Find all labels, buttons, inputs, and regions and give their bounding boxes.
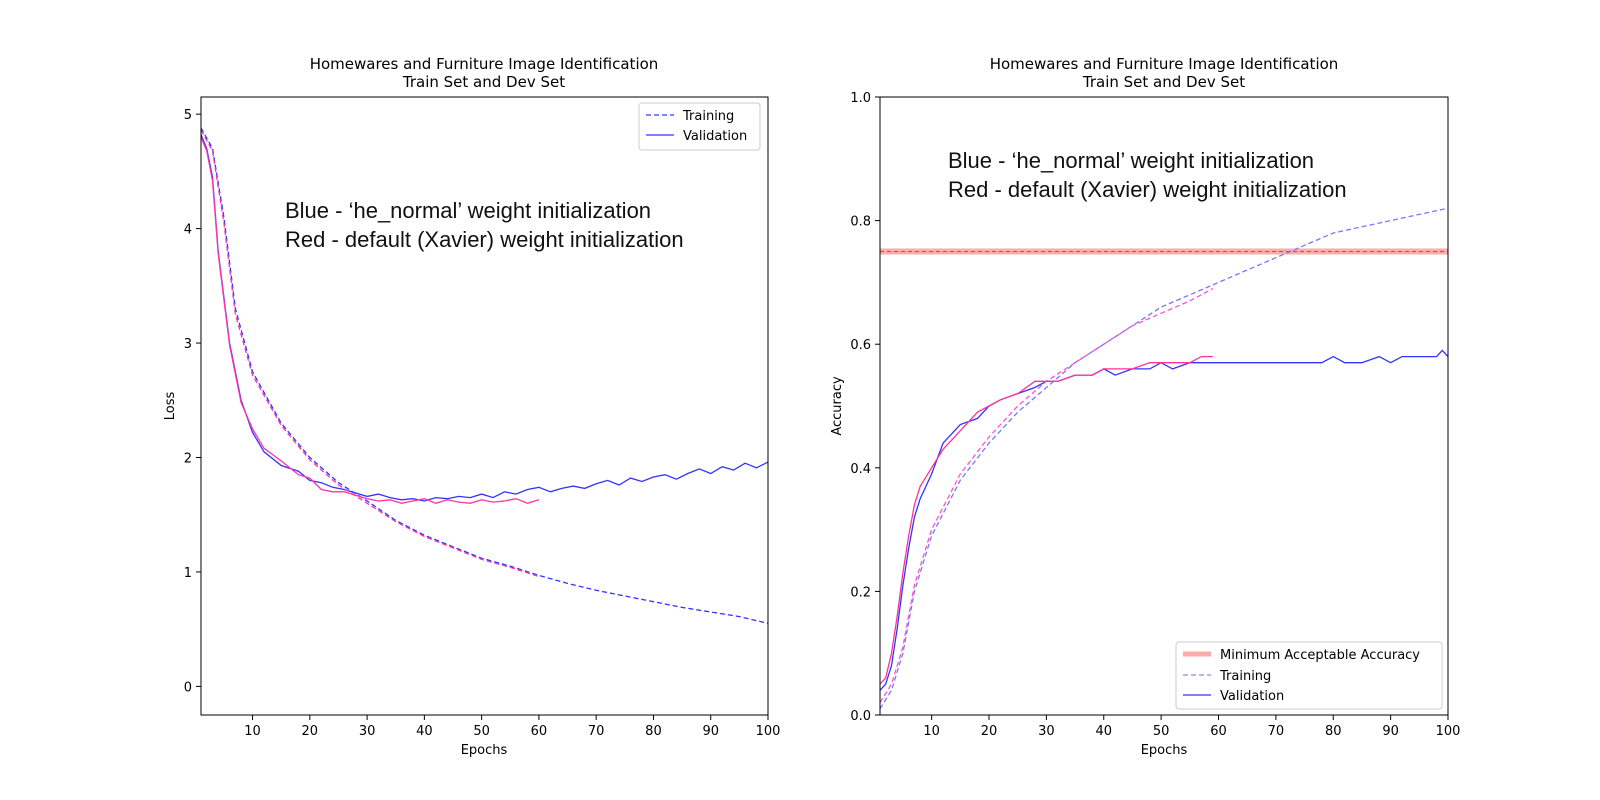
series-line-training-he-normal bbox=[879, 207, 1449, 710]
accuracy-chart: Homewares and Furniture Image Identifica… bbox=[830, 55, 1460, 758]
y-tick-label: 0.8 bbox=[850, 215, 871, 230]
accuracy-axes-frame bbox=[879, 96, 1449, 716]
y-tick-label: 1.0 bbox=[850, 91, 871, 106]
loss-legend-box bbox=[638, 102, 761, 151]
x-tick-label: 60 bbox=[1210, 724, 1227, 739]
x-tick-label: 100 bbox=[756, 724, 781, 739]
accuracy-chart-title: Homewares and Furniture Image Identifica… bbox=[990, 55, 1339, 73]
series-line-validation-he-normal bbox=[200, 134, 769, 502]
loss-legend-training-label: Training bbox=[682, 109, 734, 124]
x-tick-label: 50 bbox=[1153, 724, 1170, 739]
y-tick-label: 4 bbox=[184, 223, 192, 238]
y-tick-label: 1 bbox=[184, 566, 192, 581]
x-tick-label: 90 bbox=[702, 724, 719, 739]
accuracy-legend-validation-label: Validation bbox=[1220, 689, 1284, 704]
loss-chart-subtitle: Train Set and Dev Set bbox=[402, 73, 565, 91]
x-tick-label: 90 bbox=[1382, 724, 1399, 739]
accuracy-annotation-line-1: Blue - ‘he_normal’ weight initialization bbox=[948, 148, 1314, 173]
accuracy-legend-box bbox=[1175, 641, 1443, 710]
accuracy-x-axis-label: Epochs bbox=[1141, 743, 1188, 758]
x-tick-label: 60 bbox=[531, 724, 548, 739]
x-tick-label: 100 bbox=[1436, 724, 1461, 739]
x-tick-label: 20 bbox=[302, 724, 319, 739]
loss-annotation-line-1: Blue - ‘he_normal’ weight initialization bbox=[285, 198, 651, 223]
loss-chart-title: Homewares and Furniture Image Identifica… bbox=[310, 55, 659, 73]
y-tick-label: 0.0 bbox=[850, 709, 871, 724]
series-line-training-xavier bbox=[200, 129, 540, 578]
accuracy-legend-min-label: Minimum Acceptable Accuracy bbox=[1220, 648, 1420, 663]
x-tick-label: 10 bbox=[923, 724, 940, 739]
x-tick-label: 70 bbox=[1268, 724, 1285, 739]
series-line-validation-xavier bbox=[200, 136, 540, 504]
y-tick-label: 0.4 bbox=[850, 462, 871, 477]
accuracy-legend-training-label: Training bbox=[1219, 669, 1271, 684]
loss-x-axis-label: Epochs bbox=[461, 743, 508, 758]
accuracy-annotation-line-2: Red - default (Xavier) weight initializa… bbox=[948, 177, 1347, 202]
series-line-training-xavier bbox=[879, 288, 1214, 703]
series-line-training-he-normal bbox=[200, 127, 769, 625]
series-line-validation-xavier bbox=[879, 355, 1213, 685]
accuracy-legend: Minimum Acceptable Accuracy Training Val… bbox=[1175, 641, 1443, 710]
y-tick-label: 5 bbox=[184, 108, 192, 123]
loss-legend: Training Validation bbox=[638, 102, 761, 151]
x-tick-label: 70 bbox=[588, 724, 605, 739]
x-tick-label: 20 bbox=[981, 724, 998, 739]
x-tick-label: 40 bbox=[1095, 724, 1112, 739]
x-tick-label: 30 bbox=[359, 724, 376, 739]
x-tick-label: 10 bbox=[244, 724, 261, 739]
y-tick-label: 0.2 bbox=[850, 585, 871, 600]
loss-chart: Homewares and Furniture Image Identifica… bbox=[163, 55, 780, 758]
loss-annotation-line-2: Red - default (Xavier) weight initializa… bbox=[285, 227, 684, 252]
loss-plot-area bbox=[200, 127, 769, 625]
series-line-validation-he-normal bbox=[879, 349, 1449, 691]
x-tick-label: 80 bbox=[1325, 724, 1342, 739]
loss-y-axis-label: Loss bbox=[163, 392, 178, 421]
accuracy-y-axis-label: Accuracy bbox=[830, 376, 845, 436]
accuracy-chart-subtitle: Train Set and Dev Set bbox=[1082, 73, 1245, 91]
y-tick-label: 0.6 bbox=[850, 338, 871, 353]
y-tick-label: 0 bbox=[184, 680, 192, 695]
loss-ticks: 10 20 30 40 50 60 70 80 90 100 0 1 2 3 4 5 bbox=[184, 108, 781, 739]
x-tick-label: 40 bbox=[416, 724, 433, 739]
loss-legend-validation-label: Validation bbox=[683, 129, 747, 144]
y-tick-label: 3 bbox=[184, 337, 192, 352]
x-tick-label: 50 bbox=[473, 724, 490, 739]
loss-axes-frame bbox=[200, 96, 769, 716]
x-tick-label: 80 bbox=[645, 724, 662, 739]
y-tick-label: 2 bbox=[184, 452, 192, 467]
accuracy-plot-area bbox=[879, 207, 1449, 710]
x-tick-label: 30 bbox=[1038, 724, 1055, 739]
accuracy-ticks: 10 20 30 40 50 60 70 80 90 100 0.0 0.2 0.4 0.6 0.8 1.0 bbox=[850, 91, 1460, 739]
